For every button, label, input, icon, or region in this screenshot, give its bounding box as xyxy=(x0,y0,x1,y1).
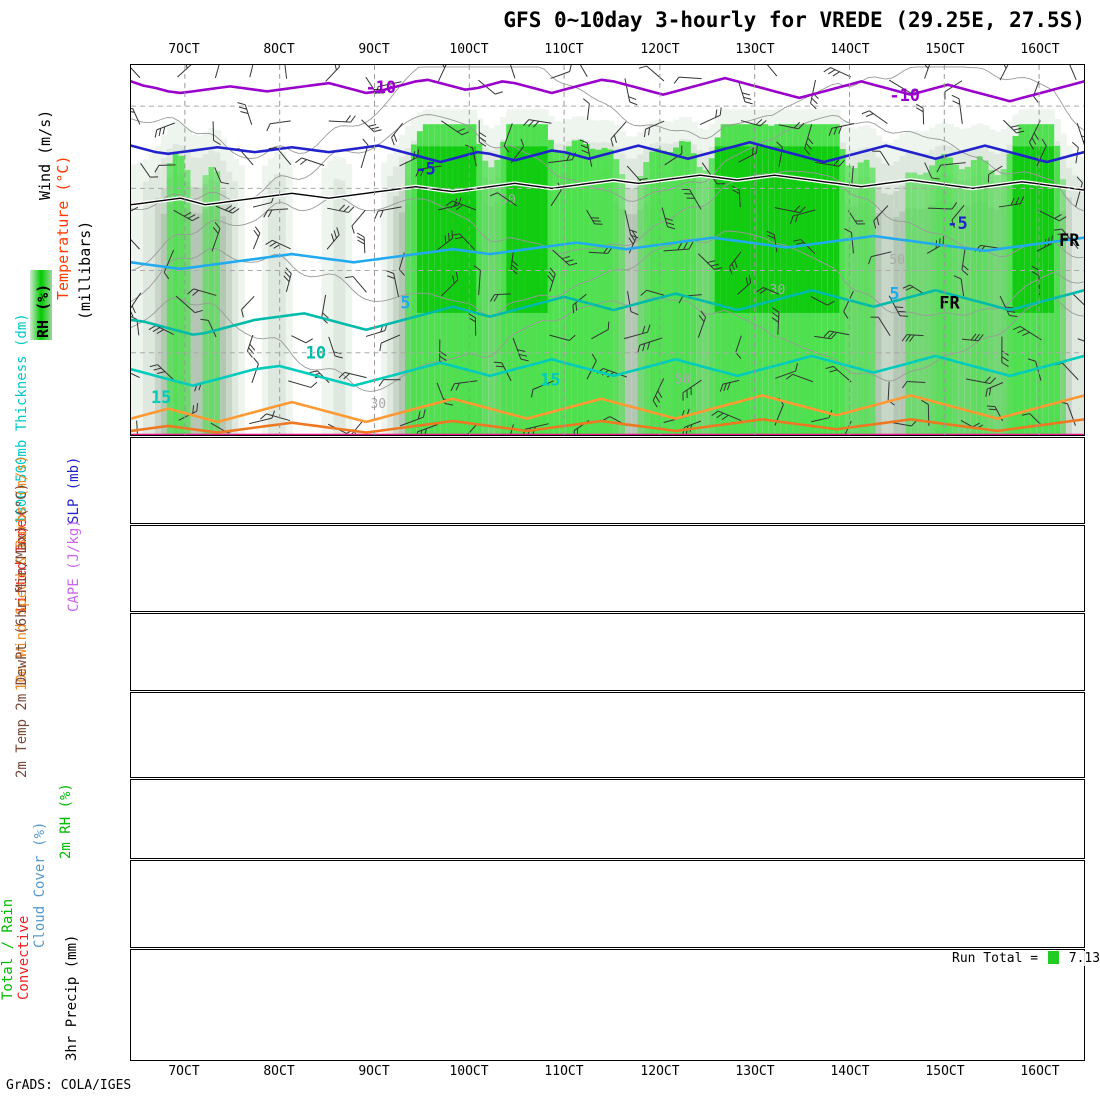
axis-tick-15oct: 15OCT xyxy=(925,42,965,57)
axis-tick-12oct: 12OCT xyxy=(640,1064,680,1079)
svg-text:50: 50 xyxy=(675,372,691,387)
svg-text:-5: -5 xyxy=(947,213,967,233)
upper-air-panel[interactable]: 50 50 50 30 30 -10 -10 -5 -5 5 5 10 15 15 FR FR xyxy=(130,64,1085,436)
page-title: GFS 0~10day 3-hourly for VREDE (29.25E, … xyxy=(503,8,1085,32)
svg-text:-10: -10 xyxy=(366,77,397,97)
caption-wind: Wind (m/s) xyxy=(36,109,54,200)
svg-text:15: 15 xyxy=(151,387,171,407)
axis-tick-7oct: 7OCT xyxy=(168,42,200,57)
footer-credit: GrADS: COLA/IGES xyxy=(6,1078,132,1093)
axis-tick-13oct: 13OCT xyxy=(735,42,775,57)
caption-precip-convective: Convective xyxy=(16,915,32,1000)
svg-text:50: 50 xyxy=(889,253,905,268)
run-total-value: 7.13 xyxy=(1068,951,1100,966)
axis-tick-10oct: 10OCT xyxy=(449,1064,489,1079)
caption-rh: RH (%) xyxy=(34,283,52,338)
top-axis-tick-labels: 7OCT 8OCT 9OCT 10OCT 11OCT 12OCT 13OCT 14OCT 15O… xyxy=(0,42,1100,58)
svg-text:FR: FR xyxy=(939,293,960,313)
axis-tick-9oct: 9OCT xyxy=(358,1064,390,1079)
axis-tick-14oct: 14OCT xyxy=(830,1064,870,1079)
lifted-index-cape-panel[interactable] xyxy=(130,525,1085,612)
svg-text:-5: -5 xyxy=(415,158,435,178)
axis-tick-15oct: 15OCT xyxy=(925,1064,965,1079)
svg-text:30: 30 xyxy=(370,397,386,412)
axis-tick-16oct: 16OCT xyxy=(1020,1064,1060,1079)
run-total-label: Run Total = xyxy=(952,951,1039,966)
svg-text:10: 10 xyxy=(306,342,326,362)
svg-text:FR: FR xyxy=(1059,230,1080,250)
axis-tick-11oct: 11OCT xyxy=(544,1064,584,1079)
caption-slp: SLP (mb) xyxy=(66,456,82,524)
axis-tick-7oct: 7OCT xyxy=(168,1064,200,1079)
svg-text:15: 15 xyxy=(540,369,560,389)
svg-text:5: 5 xyxy=(400,293,410,313)
run-total-swatch xyxy=(1047,951,1059,964)
caption-temp2m: 2m Temp 2m DewPt (6hr Min/Max) (°C) xyxy=(14,482,30,778)
bottom-axis-tick-labels: 7OCT 8OCT 9OCT 10OCT 11OCT 12OCT 13OCT 14OCT 15O… xyxy=(0,1064,1100,1080)
axis-tick-11oct: 11OCT xyxy=(544,42,584,57)
svg-text:5: 5 xyxy=(889,284,899,304)
axis-tick-16oct: 16OCT xyxy=(1020,42,1060,57)
caption-precip-axis: 3hr Precip (mm) xyxy=(64,934,80,1061)
slp-thickness-panel[interactable] xyxy=(130,437,1085,524)
axis-tick-8oct: 8OCT xyxy=(263,42,295,57)
caption-cape: CAPE (J/kg) xyxy=(66,519,82,612)
run-total-badge: Run Total = 7.13 xyxy=(950,951,1100,966)
temp2m-panel[interactable] xyxy=(130,692,1085,778)
precip-panel[interactable] xyxy=(130,949,1085,1061)
caption-millibars: (millibars) xyxy=(76,220,94,320)
axis-tick-13oct: 13OCT xyxy=(735,1064,775,1079)
rh-legend-swatch xyxy=(30,270,52,340)
svg-text:30: 30 xyxy=(770,283,786,298)
svg-text:50: 50 xyxy=(500,193,516,208)
caption-temperature: Temperature (°C) xyxy=(54,155,72,301)
rh2m-panel[interactable] xyxy=(130,779,1085,859)
axis-tick-10oct: 10OCT xyxy=(449,42,489,57)
svg-text:-10: -10 xyxy=(889,85,920,105)
caption-precip-total: Total / Rain xyxy=(0,898,16,1000)
lifted-index-y-ticks-left xyxy=(0,525,74,612)
thickness-y-ticks-left xyxy=(0,437,74,524)
wind10m-panel[interactable] xyxy=(130,613,1085,691)
cloud-cover-panel[interactable] xyxy=(130,860,1085,948)
axis-tick-8oct: 8OCT xyxy=(263,1064,295,1079)
caption-cloud: Cloud Cover (%) xyxy=(32,821,48,948)
axis-tick-12oct: 12OCT xyxy=(640,42,680,57)
axis-tick-14oct: 14OCT xyxy=(830,42,870,57)
caption-rh2m: 2m RH (%) xyxy=(58,783,74,859)
axis-tick-9oct: 9OCT xyxy=(358,42,390,57)
